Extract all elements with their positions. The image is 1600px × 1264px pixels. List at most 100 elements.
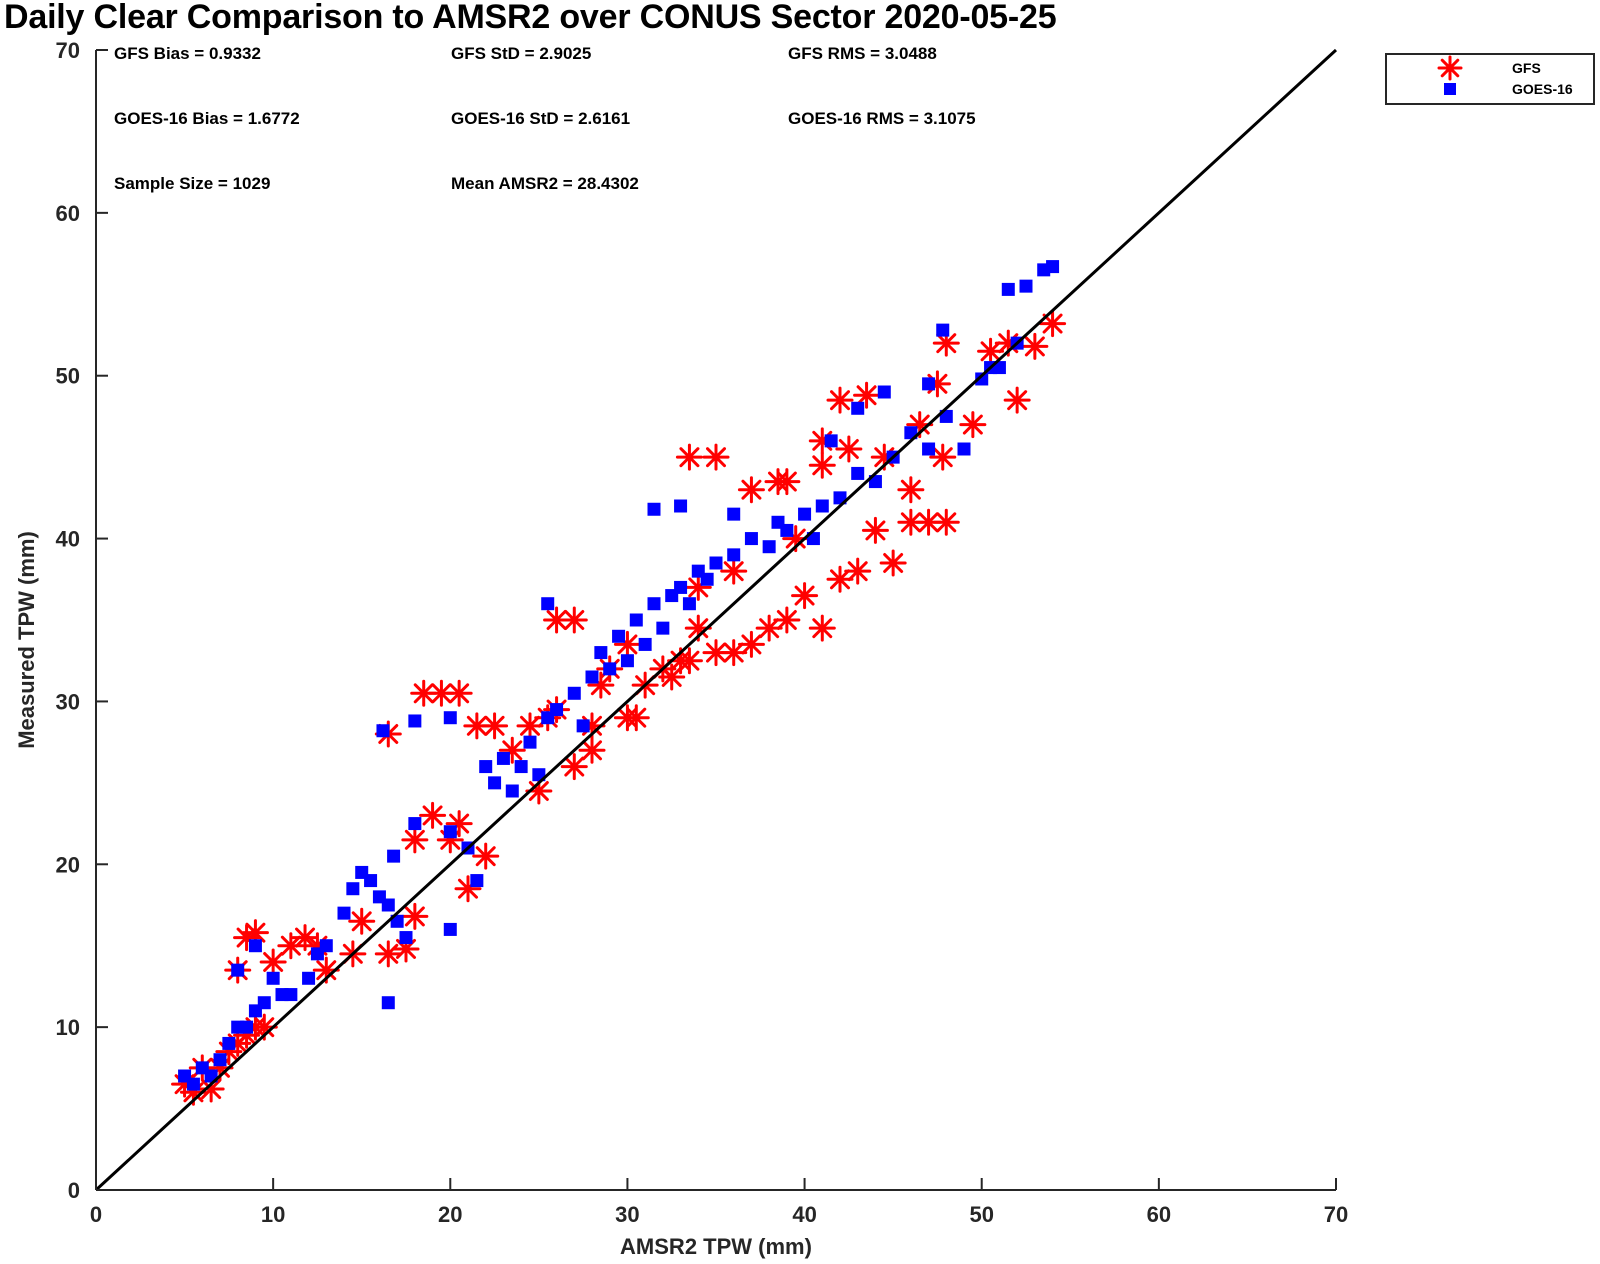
goes16-point	[505, 784, 519, 798]
goes16-point	[567, 686, 581, 700]
goes16-point	[957, 442, 971, 456]
x-tick-label: 0	[90, 1202, 102, 1227]
goes16-point	[727, 507, 741, 521]
gfs-point	[1003, 386, 1031, 414]
goes16-point	[1001, 282, 1015, 296]
legend-goes16-marker	[1444, 83, 1456, 95]
goes16-point	[399, 931, 413, 945]
gfs-point	[1021, 332, 1049, 360]
gfs-point	[826, 565, 854, 593]
gfs-point	[826, 386, 854, 414]
goes16-point	[656, 621, 670, 635]
goes16-point	[387, 849, 401, 863]
goes16-point	[620, 654, 634, 668]
y-tick-label: 20	[56, 852, 80, 877]
legend-gfs-label: GFS	[1512, 60, 1541, 76]
gfs-point	[737, 630, 765, 658]
goes16-point	[470, 874, 484, 888]
x-axis: 0 10 20 30 40 50 60 70	[90, 1178, 1348, 1227]
stat-text: GOES-16 Bias = 1.6772	[114, 109, 300, 128]
gfs-point	[808, 614, 836, 642]
goes16-point	[922, 377, 936, 391]
y-tick-label: 40	[56, 527, 80, 552]
goes16-point	[851, 466, 865, 480]
goes16-point	[744, 532, 758, 546]
goes16-point	[824, 434, 838, 448]
legend: GFS GOES-16	[1385, 53, 1595, 105]
stat-text: GFS Bias = 0.9332	[114, 44, 261, 63]
gfs-point	[720, 557, 748, 585]
goes16-point	[851, 401, 865, 415]
goes16-point	[488, 776, 502, 790]
gfs-point	[929, 443, 957, 471]
goes16-point	[700, 572, 714, 586]
gfs-point	[374, 940, 402, 968]
gfs-point	[702, 443, 730, 471]
gfs-point	[401, 826, 429, 854]
gfs-point	[197, 1075, 225, 1103]
gfs-point	[291, 924, 319, 952]
gfs-point	[861, 516, 889, 544]
y-tick-label: 10	[56, 1015, 80, 1040]
goes16-point	[647, 502, 661, 516]
stat-text: GOES-16 StD = 2.6161	[451, 109, 630, 128]
gfs-point	[835, 435, 863, 463]
goes16-point	[302, 971, 316, 985]
goes16-point	[1019, 279, 1033, 293]
one-to-one-line	[94, 48, 1338, 1192]
stat-text: GOES-16 RMS = 3.1075	[788, 109, 976, 128]
goes16-point	[612, 629, 626, 643]
goes16-point	[443, 922, 457, 936]
stat-text: Sample Size = 1029	[114, 174, 270, 193]
goes16-point	[647, 597, 661, 611]
gfs-point	[897, 476, 925, 504]
y-tick-label: 60	[56, 201, 80, 226]
x-tick-label: 60	[1147, 1202, 1171, 1227]
goes16-series	[178, 260, 1060, 1091]
gfs-point	[613, 704, 641, 732]
stat-text: GFS RMS = 3.0488	[788, 44, 937, 63]
goes16-point	[240, 1020, 254, 1034]
x-axis-label: AMSR2 TPW (mm)	[620, 1234, 812, 1259]
gfs-point	[560, 753, 588, 781]
goes16-point	[443, 825, 457, 839]
goes16-point	[479, 760, 493, 774]
gfs-point	[419, 801, 447, 829]
goes16-point	[674, 580, 688, 594]
gfs-point	[959, 411, 987, 439]
chart-title: Daily Clear Comparison to AMSR2 over CON…	[4, 0, 1057, 36]
x-tick-label: 40	[792, 1202, 816, 1227]
legend-goes16-label: GOES-16	[1512, 81, 1573, 97]
gfs-point	[1039, 310, 1067, 338]
goes16-point	[541, 597, 555, 611]
goes16-point	[585, 670, 599, 684]
legend-gfs-marker	[1437, 55, 1463, 81]
goes16-point	[496, 751, 510, 765]
goes16-point	[376, 724, 390, 738]
goes16-point	[231, 963, 245, 977]
goes16-point	[550, 703, 564, 717]
goes16-point	[727, 548, 741, 562]
goes16-point	[877, 385, 891, 399]
gfs-point	[675, 443, 703, 471]
goes16-point	[709, 556, 723, 570]
goes16-point	[257, 996, 271, 1010]
gfs-point	[675, 647, 703, 675]
goes16-point	[266, 971, 280, 985]
goes16-point	[638, 637, 652, 651]
gfs-point	[348, 907, 376, 935]
goes16-point	[771, 515, 785, 529]
gfs-point	[932, 508, 960, 536]
x-tick-label: 10	[261, 1202, 285, 1227]
legend-box	[1385, 53, 1595, 105]
stat-text: GFS StD = 2.9025	[451, 44, 591, 63]
goes16-point	[682, 597, 696, 611]
gfs-point	[472, 842, 500, 870]
gfs-point	[410, 679, 438, 707]
goes16-point	[284, 988, 298, 1002]
goes16-point	[381, 898, 395, 912]
goes16-point	[364, 874, 378, 888]
goes16-point	[523, 735, 537, 749]
goes16-point	[186, 1077, 200, 1091]
